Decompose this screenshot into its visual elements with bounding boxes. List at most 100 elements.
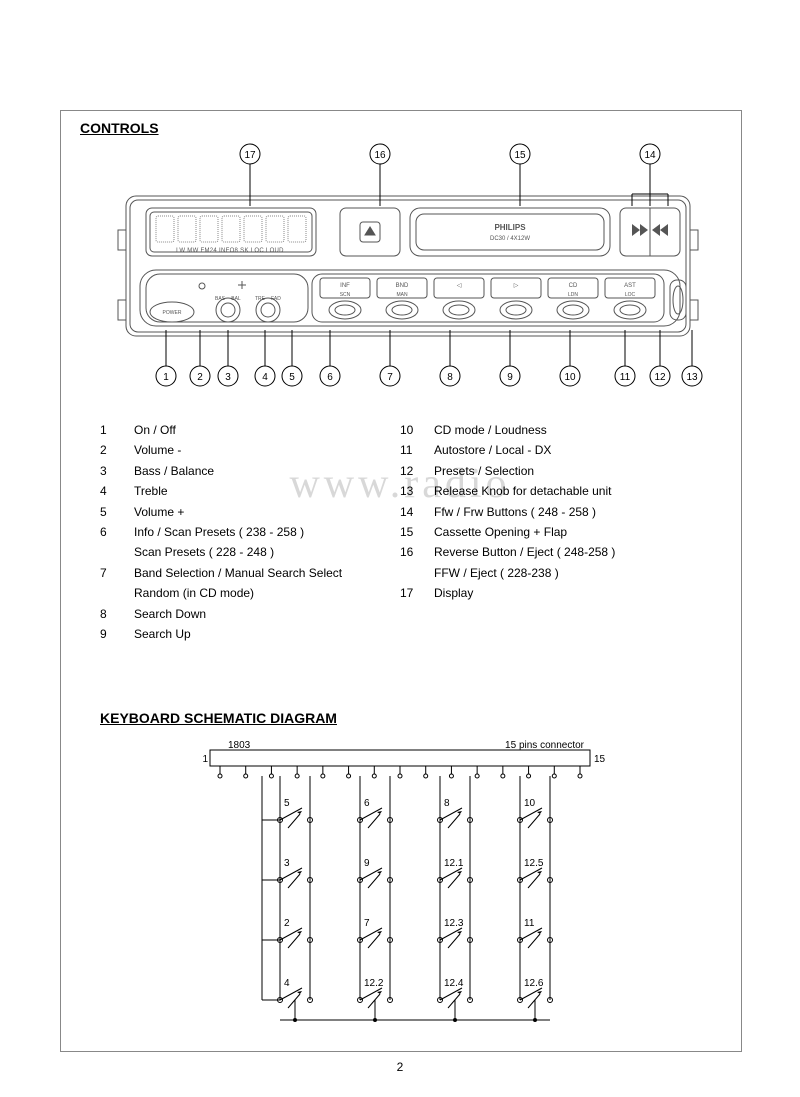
- legend-row: 9Search Up: [100, 624, 400, 644]
- svg-text:6: 6: [327, 372, 333, 383]
- legend-text: Display: [434, 583, 473, 603]
- svg-text:12.2: 12.2: [364, 978, 384, 989]
- legend-number: 11: [400, 440, 434, 460]
- legend-text: Bass / Balance: [134, 461, 214, 481]
- svg-text:12: 12: [654, 372, 666, 383]
- legend-row: 6Info / Scan Presets ( 238 - 258 ): [100, 522, 400, 542]
- svg-text:12.5: 12.5: [524, 858, 544, 869]
- legend-number: 7: [100, 563, 134, 583]
- controls-heading: CONTROLS: [80, 120, 159, 136]
- svg-text:7: 7: [387, 372, 393, 383]
- svg-text:9: 9: [507, 372, 513, 383]
- svg-text:4: 4: [284, 978, 290, 989]
- legend-row: 3Bass / Balance: [100, 461, 400, 481]
- svg-text:9: 9: [364, 858, 370, 869]
- schematic-svg: 180315 pins connector115568103912.112.52…: [180, 740, 620, 1040]
- legend-text: Volume -: [134, 440, 181, 460]
- svg-text:12.1: 12.1: [444, 858, 464, 869]
- svg-text:LW MW FM24 INFO8 SK LOC LOUD: LW MW FM24 INFO8 SK LOC LOUD: [176, 248, 284, 254]
- legend-number: 14: [400, 502, 434, 522]
- legend-number: 13: [400, 481, 434, 501]
- svg-text:◁: ◁: [457, 283, 462, 289]
- legend-left-column: 1On / Off2Volume -3Bass / Balance4Treble…: [100, 420, 400, 644]
- page-number: 2: [0, 1060, 800, 1074]
- legend-row: FFW / Eject ( 228-238 ): [400, 563, 615, 583]
- legend-text: Band Selection / Manual Search Select: [134, 563, 342, 583]
- svg-text:6: 6: [364, 798, 370, 809]
- svg-text:7: 7: [364, 918, 370, 929]
- svg-text:2: 2: [197, 372, 203, 383]
- svg-text:12.3: 12.3: [444, 918, 464, 929]
- legend-row: 1On / Off: [100, 420, 400, 440]
- svg-text:5: 5: [289, 372, 295, 383]
- svg-text:4: 4: [262, 372, 268, 383]
- legend-number: 1: [100, 420, 134, 440]
- svg-text:11: 11: [620, 372, 631, 383]
- svg-text:1: 1: [163, 372, 169, 383]
- radio-panel-drawing: LW MW FM24 INFO8 SK LOC LOUD PHILIPS DC30 …: [80, 140, 720, 400]
- svg-text:13: 13: [686, 372, 698, 383]
- svg-text:INF: INF: [340, 283, 350, 289]
- svg-text:TRE: TRE: [255, 296, 266, 302]
- legend-text: CD mode / Loudness: [434, 420, 547, 440]
- svg-text:LDN: LDN: [568, 292, 578, 298]
- svg-text:SCN: SCN: [340, 292, 351, 298]
- keyboard-schematic: 180315 pins connector115568103912.112.52…: [180, 740, 620, 1040]
- legend-row: Scan Presets ( 228 - 248 ): [100, 542, 400, 562]
- legend-number: [100, 542, 134, 562]
- keyboard-heading: KEYBOARD SCHEMATIC DIAGRAM: [100, 710, 337, 726]
- legend-text: Treble: [134, 481, 168, 501]
- svg-text:17: 17: [244, 150, 256, 161]
- svg-text:15 pins connector: 15 pins connector: [505, 740, 585, 751]
- legend-row: 2Volume -: [100, 440, 400, 460]
- legend-text: Cassette Opening + Flap: [434, 522, 567, 542]
- legend-row: 8Search Down: [100, 604, 400, 624]
- svg-text:3: 3: [284, 858, 290, 869]
- legend-text: Info / Scan Presets ( 238 - 258 ): [134, 522, 304, 542]
- legend-row: 17Display: [400, 583, 615, 603]
- svg-text:5: 5: [284, 798, 290, 809]
- legend-text: On / Off: [134, 420, 176, 440]
- legend-text: Presets / Selection: [434, 461, 534, 481]
- svg-text:DC30 / 4X12W: DC30 / 4X12W: [490, 236, 530, 242]
- legend-number: [100, 583, 134, 603]
- legend-number: 4: [100, 481, 134, 501]
- svg-text:BAL: BAL: [231, 296, 241, 302]
- legend-number: 5: [100, 502, 134, 522]
- svg-text:MAN: MAN: [396, 292, 408, 298]
- legend-number: 3: [100, 461, 134, 481]
- radio-svg: LW MW FM24 INFO8 SK LOC LOUD PHILIPS DC30 …: [80, 140, 720, 400]
- legend-row: 4Treble: [100, 481, 400, 501]
- svg-text:2: 2: [284, 918, 290, 929]
- svg-text:FAD: FAD: [271, 296, 281, 302]
- legend-text: Scan Presets ( 228 - 248 ): [134, 542, 274, 562]
- legend-row: 16Reverse Button / Eject ( 248-258 ): [400, 542, 615, 562]
- svg-text:15: 15: [594, 754, 606, 765]
- svg-text:12.6: 12.6: [524, 978, 544, 989]
- legend-row: 5Volume +: [100, 502, 400, 522]
- legend-row: 15Cassette Opening + Flap: [400, 522, 615, 542]
- svg-text:PHILIPS: PHILIPS: [494, 223, 526, 232]
- svg-text:8: 8: [447, 372, 453, 383]
- legend-number: 8: [100, 604, 134, 624]
- svg-text:8: 8: [444, 798, 450, 809]
- svg-text:3: 3: [225, 372, 231, 383]
- svg-text:14: 14: [644, 150, 656, 161]
- legend-number: 15: [400, 522, 434, 542]
- legend-text: FFW / Eject ( 228-238 ): [434, 563, 559, 583]
- legend-number: 6: [100, 522, 134, 542]
- legend-number: 10: [400, 420, 434, 440]
- legend-text: Search Down: [134, 604, 206, 624]
- svg-text:LOC: LOC: [625, 292, 636, 298]
- legend-number: 12: [400, 461, 434, 481]
- svg-text:15: 15: [514, 150, 526, 161]
- legend-number: 2: [100, 440, 134, 460]
- svg-text:10: 10: [524, 798, 536, 809]
- legend-number: [400, 563, 434, 583]
- legend-number: 17: [400, 583, 434, 603]
- legend-text: Release Knob for detachable unit: [434, 481, 611, 501]
- legend-text: Volume +: [134, 502, 184, 522]
- legend-row: 11Autostore / Local - DX: [400, 440, 615, 460]
- legend-row: 13Release Knob for detachable unit: [400, 481, 615, 501]
- svg-text:11: 11: [524, 918, 535, 929]
